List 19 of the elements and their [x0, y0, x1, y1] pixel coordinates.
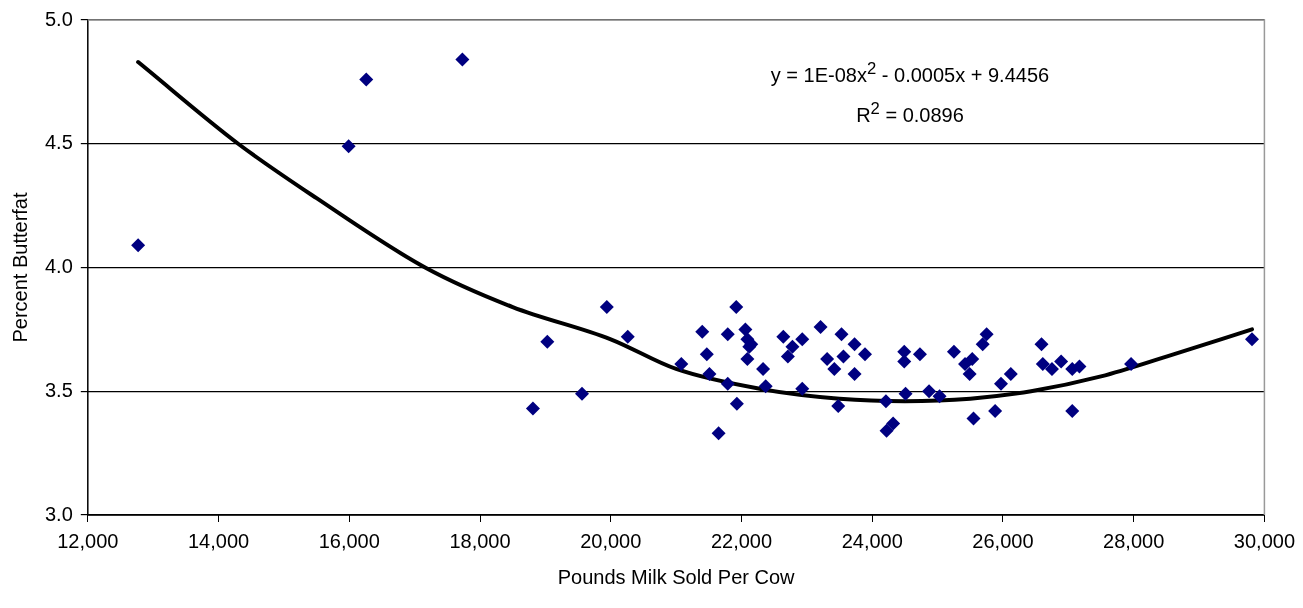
annotation: y = 1E-08x$^{2}$ - 0.0005x + 9.4456 — [769, 58, 1051, 88]
x-tick-label: 22,000 — [710, 529, 773, 552]
y-tick-label: 4.5 — [44, 131, 73, 154]
x-tick-label: 28,000 — [1103, 529, 1165, 552]
x-tick-label: 12,000 — [57, 529, 119, 552]
y-axis-title: Percent Butterfat — [8, 192, 31, 343]
y-tick-label: 5.0 — [44, 7, 73, 30]
x-tick-label: 20,000 — [580, 529, 642, 552]
x-tick-label: 24,000 — [841, 529, 903, 552]
x-tick-label: 14,000 — [187, 529, 250, 552]
x-tick-label: 26,000 — [972, 529, 1034, 552]
annotation: R$^{2}$ = 0.0896 — [855, 97, 965, 128]
x-tick-label: 30,000 — [1233, 529, 1295, 552]
y-tick-label: 4.0 — [44, 255, 73, 278]
x-tick-label: 18,000 — [449, 529, 511, 552]
y-tick-label: 3.5 — [44, 378, 73, 401]
y-tick-label: 3.0 — [44, 502, 73, 525]
x-tick-label: 16,000 — [318, 529, 380, 552]
x-axis-title: Pounds Milk Sold Per Cow — [557, 565, 796, 588]
